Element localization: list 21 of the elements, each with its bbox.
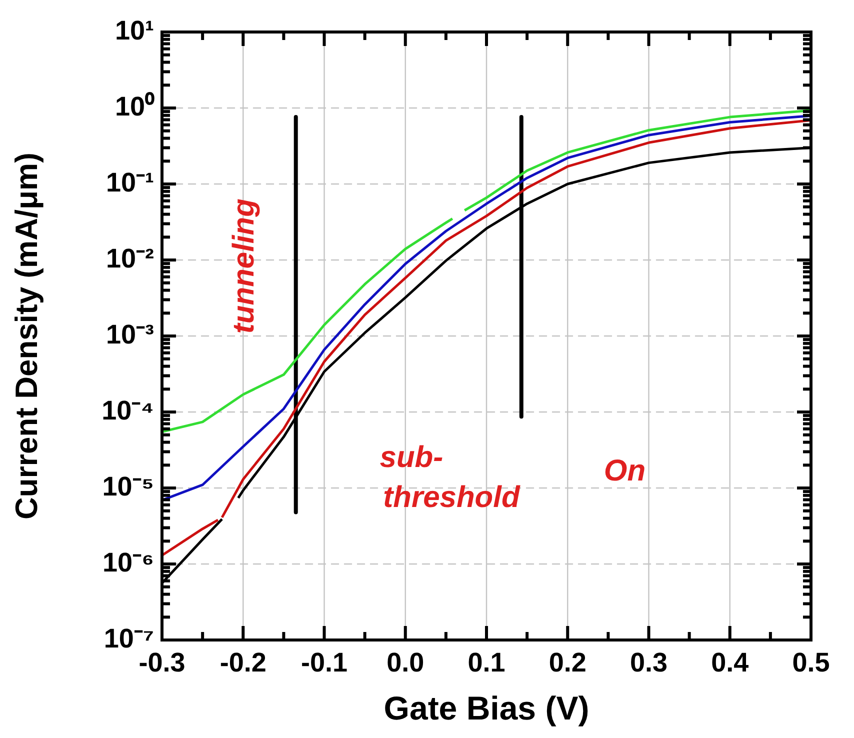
x-tick-label: 0.5 (792, 648, 830, 678)
annotation: tunneling (227, 198, 260, 334)
y-tick-label: 10⁻² (106, 243, 154, 274)
x-tick-label: 0.2 (548, 648, 586, 678)
x-tick-label: -0.2 (220, 648, 266, 678)
y-tick-label: 10⁻⁵ (102, 471, 154, 502)
annotation: On (604, 454, 646, 488)
x-tick-label: 0.0 (386, 648, 424, 678)
x-tick-label: 0.1 (468, 648, 506, 678)
y-tick-label: 10⁻³ (106, 319, 154, 350)
y-tick-label: 10⁻¹ (106, 167, 154, 198)
y-tick-label: 10⁰ (114, 91, 155, 122)
x-tick-label: 0.4 (711, 648, 749, 678)
y-tick-label: 10¹ (114, 15, 154, 46)
annotation: sub- threshold (380, 441, 520, 514)
y-tick-label: 10⁻⁴ (102, 395, 154, 426)
y-tick-label: 10⁻⁶ (102, 547, 154, 578)
x-tick-label: -0.1 (300, 648, 348, 678)
x-axis-title: Gate Bias (V) (384, 689, 590, 726)
x-tick-label: 0.3 (630, 648, 668, 678)
y-axis-title: Current Density (mA/μm) (9, 152, 44, 520)
